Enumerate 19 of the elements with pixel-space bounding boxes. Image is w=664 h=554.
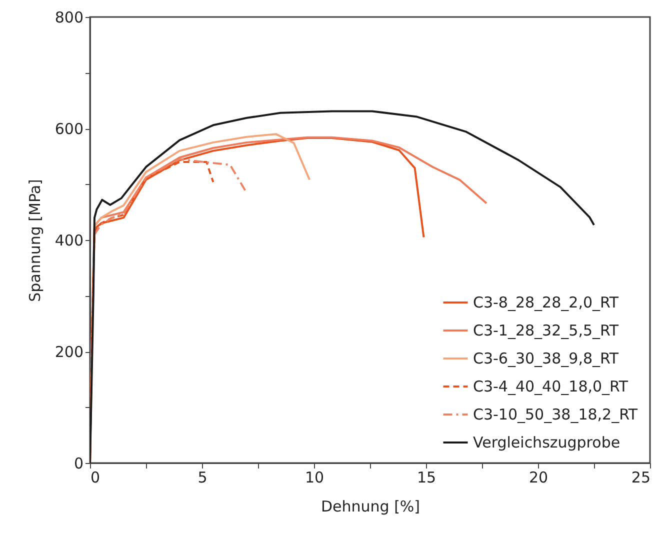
legend-label: C3-10_50_38_18,2_RT bbox=[473, 406, 638, 424]
x-tick-label: 20 bbox=[528, 468, 548, 486]
y-tick-label: 200 bbox=[54, 343, 84, 361]
y-tick-label: 600 bbox=[54, 120, 84, 138]
y-tick-label: 0 bbox=[74, 454, 84, 472]
legend-label: Vergleichszugprobe bbox=[473, 434, 620, 452]
x-axis-title: Dehnung [%] bbox=[320, 498, 420, 516]
legend-label: C3-8_28_28_2,0_RT bbox=[473, 294, 620, 312]
x-tick-label: 0 bbox=[90, 468, 100, 486]
x-tick-label: 5 bbox=[198, 468, 208, 486]
legend-label: C3-4_40_40_18,0_RT bbox=[473, 378, 629, 396]
legend-label: C3-1_28_32_5,5_RT bbox=[473, 322, 620, 340]
x-tick-label: 25 bbox=[631, 468, 650, 486]
x-tick-label: 10 bbox=[304, 468, 324, 486]
x-tick-label: 15 bbox=[416, 468, 436, 486]
legend-label: C3-6_30_38_9,8_RT bbox=[473, 350, 620, 368]
y-tick-label: 400 bbox=[54, 232, 84, 250]
y-axis-title: Spannung [MPa] bbox=[26, 179, 44, 302]
y-tick-label: 800 bbox=[54, 8, 84, 26]
